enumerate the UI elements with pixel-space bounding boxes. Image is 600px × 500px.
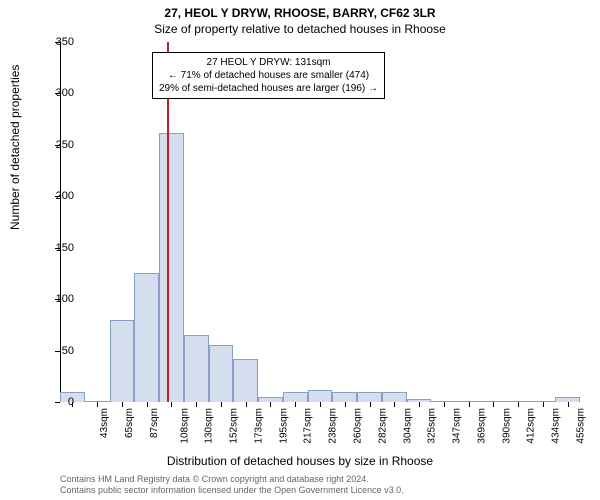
histogram-bar — [159, 133, 184, 402]
x-tick-mark — [246, 402, 247, 407]
info-line-3: 29% of semi-detached houses are larger (… — [159, 82, 378, 95]
x-tick-label: 304sqm — [402, 408, 413, 444]
x-tick-mark — [493, 402, 494, 407]
x-tick-mark — [122, 402, 123, 407]
histogram-bar — [110, 320, 135, 402]
x-tick-mark — [419, 402, 420, 407]
y-tick-mark — [55, 145, 60, 146]
y-axis-label: Number of detached properties — [8, 65, 22, 230]
x-tick-label: 217sqm — [303, 408, 314, 444]
x-tick-mark — [543, 402, 544, 407]
x-tick-mark — [147, 402, 148, 407]
x-tick-mark — [72, 402, 73, 407]
chart-title-main: 27, HEOL Y DRYW, RHOOSE, BARRY, CF62 3LR — [0, 6, 600, 20]
histogram-bar — [332, 392, 357, 402]
x-tick-mark — [370, 402, 371, 407]
info-line-2: ← 71% of detached houses are smaller (47… — [159, 69, 378, 82]
y-tick-mark — [55, 299, 60, 300]
x-tick-label: 195sqm — [278, 408, 289, 444]
x-tick-mark — [221, 402, 222, 407]
x-tick-mark — [171, 402, 172, 407]
x-tick-mark — [469, 402, 470, 407]
x-tick-label: 152sqm — [229, 408, 240, 444]
x-tick-mark — [518, 402, 519, 407]
histogram-bar — [209, 345, 234, 402]
x-tick-label: 434sqm — [551, 408, 562, 444]
x-tick-label: 130sqm — [204, 408, 215, 444]
y-tick-mark — [55, 248, 60, 249]
info-line-1: 27 HEOL Y DRYW: 131sqm — [159, 56, 378, 69]
info-box: 27 HEOL Y DRYW: 131sqm ← 71% of detached… — [152, 52, 385, 99]
x-tick-label: 260sqm — [353, 408, 364, 444]
x-tick-mark — [295, 402, 296, 407]
y-tick-mark — [55, 42, 60, 43]
footer-line-2: Contains public sector information licen… — [60, 485, 404, 496]
x-tick-label: 238sqm — [328, 408, 339, 444]
x-tick-label: 108sqm — [179, 408, 190, 444]
histogram-bar — [308, 390, 333, 402]
x-tick-label: 369sqm — [476, 408, 487, 444]
y-tick-mark — [55, 402, 60, 403]
histogram-bar — [382, 392, 407, 402]
footer: Contains HM Land Registry data © Crown c… — [60, 474, 404, 496]
x-tick-label: 43sqm — [99, 408, 110, 438]
x-tick-label: 412sqm — [526, 408, 537, 444]
x-tick-label: 347sqm — [452, 408, 463, 444]
x-tick-mark — [345, 402, 346, 407]
x-tick-mark — [196, 402, 197, 407]
y-tick-mark — [55, 351, 60, 352]
histogram-bar — [184, 335, 209, 402]
y-tick-mark — [55, 93, 60, 94]
x-tick-label: 65sqm — [124, 408, 135, 438]
x-tick-label: 455sqm — [575, 408, 586, 444]
y-tick-mark — [55, 196, 60, 197]
x-tick-mark — [444, 402, 445, 407]
x-tick-label: 282sqm — [377, 408, 388, 444]
x-axis-label: Distribution of detached houses by size … — [0, 454, 600, 468]
x-tick-label: 390sqm — [501, 408, 512, 444]
x-tick-mark — [568, 402, 569, 407]
footer-line-1: Contains HM Land Registry data © Crown c… — [60, 474, 404, 485]
x-tick-label: 173sqm — [254, 408, 265, 444]
histogram-bar — [283, 392, 308, 402]
x-tick-mark — [97, 402, 98, 407]
x-tick-mark — [320, 402, 321, 407]
x-tick-label: 87sqm — [149, 408, 160, 438]
histogram-bar — [134, 273, 159, 402]
histogram-bar — [357, 392, 382, 402]
histogram-bar — [233, 359, 258, 402]
chart-title-sub: Size of property relative to detached ho… — [0, 22, 600, 36]
chart-container: 27, HEOL Y DRYW, RHOOSE, BARRY, CF62 3LR… — [0, 0, 600, 500]
x-tick-label: 325sqm — [427, 408, 438, 444]
x-tick-mark — [394, 402, 395, 407]
x-tick-mark — [270, 402, 271, 407]
